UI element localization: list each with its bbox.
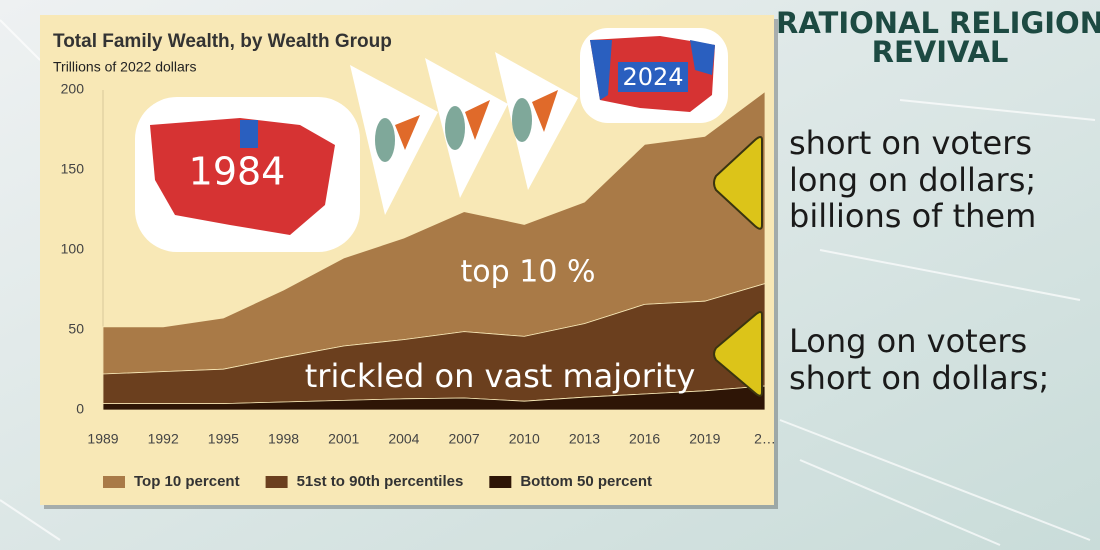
legend-swatch — [489, 476, 512, 488]
arrow — [713, 136, 763, 230]
x-tick-label: 1995 — [208, 431, 239, 447]
x-tick-label: 2019 — [689, 431, 720, 447]
map-label: 2024 — [622, 63, 683, 91]
streaks — [0, 19, 1096, 546]
legend-label: Bottom 50 percent — [520, 473, 652, 490]
map-blue — [590, 40, 715, 100]
area-label: top 10 % — [461, 255, 596, 290]
legend-swatch — [265, 476, 288, 488]
chart-title: Total Family Wealth, by Wealth Group — [53, 31, 392, 52]
x-tick-label: 2016 — [629, 431, 660, 447]
x-tick-label: 1992 — [148, 431, 179, 447]
arrow — [713, 311, 763, 397]
note-line: long on dollars; — [789, 161, 1036, 199]
area-label: trickled on vast majority — [305, 357, 696, 395]
legend-label: 51st to 90th percentiles — [297, 473, 464, 490]
birds — [375, 90, 558, 162]
x-tick-label: 2007 — [449, 431, 480, 447]
map-label-box — [618, 62, 688, 92]
area — [102, 385, 766, 411]
note-line: short on dollars; — [789, 359, 1049, 397]
y-tick-label: 0 — [76, 401, 84, 417]
note-line: short on voters — [789, 124, 1032, 162]
slide-title-line: REVIVAL — [872, 35, 1009, 69]
plot: 0 50 100 150 200 1989 1992 1995 1998 2001 2004 2007… — [61, 81, 776, 490]
note-line: billions of them — [789, 197, 1036, 235]
y-tick-label: 100 — [61, 241, 85, 257]
y-tick-label: 200 — [61, 81, 85, 97]
x-tick-label: 2004 — [388, 431, 419, 447]
x-tick-label: 2010 — [509, 431, 540, 447]
map-1984 — [150, 118, 335, 235]
note-line: Long on voters — [789, 322, 1027, 360]
legend-label: Top 10 percent — [134, 473, 240, 490]
x-tick-label: 2013 — [569, 431, 600, 447]
map-label: 1984 — [189, 150, 286, 194]
x-tick-label: 2… — [754, 431, 776, 447]
map-state — [240, 120, 258, 148]
chart-subtitle: Trillions of 2022 dollars — [53, 59, 196, 75]
x-tick-label: 1989 — [87, 431, 118, 447]
y-tick-label: 150 — [61, 161, 85, 177]
notes: short on voters long on dollars; billion… — [789, 124, 1049, 397]
slide-title-line: RATIONAL RELIGION — [776, 6, 1100, 40]
legend-swatch — [103, 476, 125, 488]
x-tick-label: 1998 — [268, 431, 299, 447]
x-tick-label: 2001 — [328, 431, 359, 447]
slide-title: RATIONAL RELIGION REVIVAL — [776, 6, 1100, 69]
y-tick-label: 50 — [68, 321, 84, 337]
